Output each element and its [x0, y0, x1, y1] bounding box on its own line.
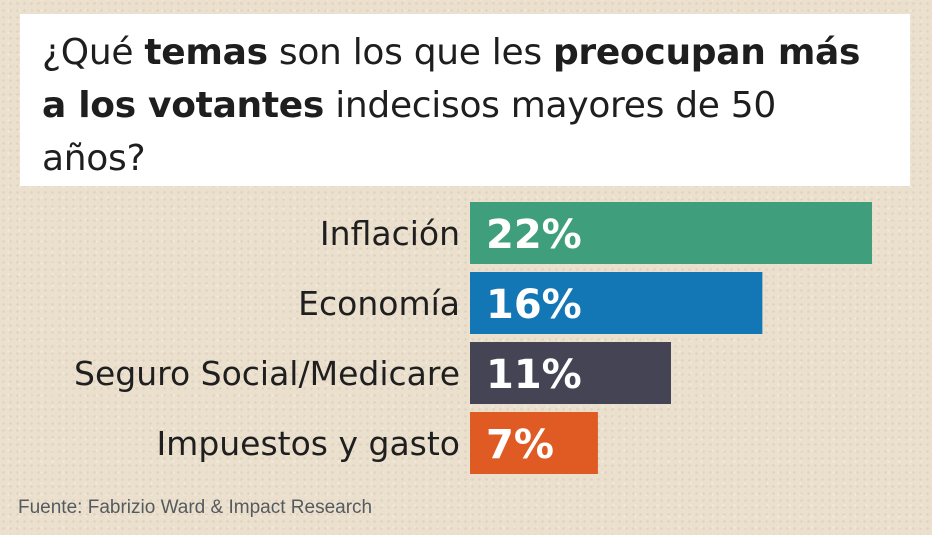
bar-2	[470, 342, 671, 404]
value-label-3: 7%	[486, 422, 554, 468]
bar-3	[470, 412, 598, 474]
value-label-1: 16%	[486, 282, 582, 328]
title-part-5: indecisos mayores de 50 años?	[42, 85, 776, 179]
category-label-1: Economía	[298, 284, 460, 323]
title-part-1: temas	[144, 32, 268, 73]
bar-1	[470, 272, 763, 334]
title-part-4: más a los votantes	[42, 32, 861, 126]
category-label-0: Inflación	[320, 214, 460, 253]
title-box: ¿Qué temas son los que les preocupan más…	[20, 14, 910, 186]
title-part-0: ¿Qué	[42, 32, 145, 73]
chart-title: ¿Qué temas son los que les preocupan más…	[42, 26, 890, 185]
title-part-2: son los que les	[267, 32, 553, 73]
value-label-2: 11%	[486, 352, 582, 398]
value-label-0: 22%	[486, 212, 582, 258]
bar-0	[470, 202, 872, 264]
title-part-3: preocupan	[552, 32, 766, 73]
source-note: Fuente: Fabrizio Ward & Impact Research	[18, 497, 373, 518]
category-label-3: Impuestos y gasto	[156, 424, 460, 463]
category-label-2: Seguro Social/Medicare	[74, 354, 460, 393]
